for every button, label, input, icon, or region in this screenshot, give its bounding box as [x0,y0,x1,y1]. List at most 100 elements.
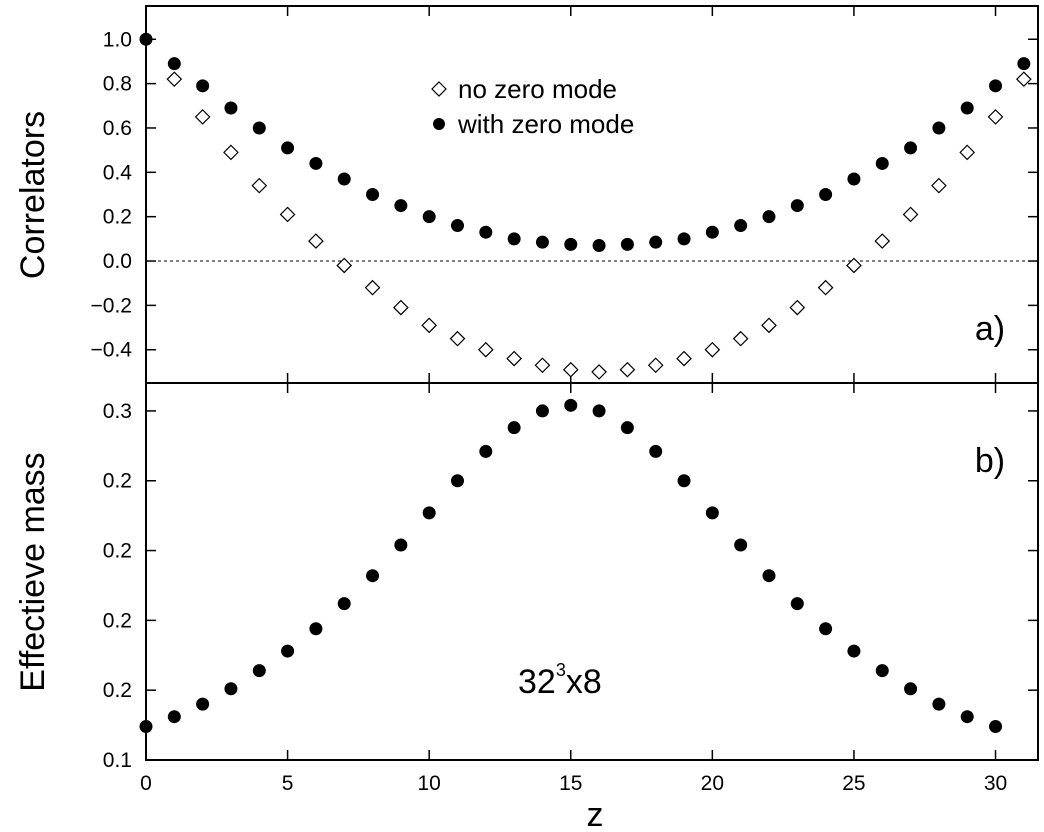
data-point-effective-mass [677,474,691,488]
data-point-with-zero-mode [1017,57,1031,71]
data-point-effective-mass [649,444,663,458]
data-point-no-zero-mode [364,279,381,296]
data-point-no-zero-mode [393,299,409,316]
data-point-effective-mass [564,398,578,412]
data-point-with-zero-mode [252,121,266,135]
y-tick-label-b: 0.2 [103,609,132,632]
data-point-no-zero-mode [789,299,806,316]
data-point-with-zero-mode [309,156,323,170]
y-axis-title-effective-mass: Effectieve mass [14,452,52,691]
y-tick-label-a: 0.6 [103,117,132,140]
data-point-with-zero-mode [932,121,946,135]
data-point-effective-mass [281,644,295,658]
data-point-no-zero-mode [761,317,777,334]
legend-marker-no-zero-mode [431,81,447,97]
data-point-with-zero-mode [734,219,748,233]
data-point-effective-mass [196,697,210,711]
data-point-no-zero-mode [166,71,183,88]
x-tick-label: 0 [140,772,152,795]
data-point-no-zero-mode [732,330,749,347]
data-point-no-zero-mode [987,109,1004,125]
y-tick-label-a: −0.2 [91,294,132,317]
data-point-effective-mass [904,682,918,696]
data-point-no-zero-mode [534,357,551,374]
data-point-with-zero-mode [196,79,210,93]
data-point-with-zero-mode [847,172,861,186]
x-tick-label: 20 [701,772,724,795]
data-point-effective-mass [819,622,833,636]
data-point-with-zero-mode [705,225,719,239]
x-tick-label: 5 [282,772,294,795]
data-point-no-zero-mode [619,361,636,378]
data-point-with-zero-mode [422,210,436,224]
panel-label-b: b) [975,442,1005,480]
data-point-effective-mass [535,404,549,418]
data-point-no-zero-mode [308,233,324,249]
y-tick-label-a: −0.4 [91,339,133,362]
y-tick-label-a: 0.0 [103,250,132,273]
data-point-no-zero-mode [251,177,268,194]
panel-label-a: a) [975,310,1005,348]
data-point-with-zero-mode [479,225,493,239]
data-point-with-zero-mode [139,32,153,46]
data-point-no-zero-mode [194,109,211,125]
data-point-effective-mass [422,506,436,520]
data-point-effective-mass [167,710,181,724]
panel-a-frame [145,5,1039,384]
data-point-with-zero-mode [281,141,295,155]
data-point-no-zero-mode [846,257,862,274]
data-point-with-zero-mode [904,141,918,155]
data-point-effective-mass [875,664,889,678]
data-point-effective-mass [705,506,719,520]
data-point-with-zero-mode [167,57,181,71]
y-axis-title-correlators: Correlators [14,111,52,279]
data-point-effective-mass [479,444,493,458]
lattice-size-annotation: 323x8 [518,660,602,701]
data-point-with-zero-mode [677,232,691,246]
y-tick-label-b: 0.3 [103,400,132,423]
x-tick-label: 25 [842,772,865,795]
x-tick-label: 30 [984,772,1007,795]
data-point-with-zero-mode [366,188,380,201]
data-point-with-zero-mode [450,219,464,233]
data-point-with-zero-mode [989,79,1003,93]
data-point-no-zero-mode [817,279,834,296]
data-point-no-zero-mode [562,361,579,378]
data-point-no-zero-mode [1015,71,1032,88]
data-point-effective-mass [762,569,776,583]
data-point-no-zero-mode [506,350,522,367]
data-point-no-zero-mode [959,144,976,161]
data-point-no-zero-mode [477,341,494,358]
legend: no zero mode with zero mode [431,74,634,139]
lattice-superscript: 3 [556,660,566,680]
panel-b-plot: 0.1 0.2 0.2 0.2 0.2 0.3 0 5 10 15 20 25 30 [103,383,1038,795]
data-point-no-zero-mode [647,357,664,374]
data-point-effective-mass [932,697,946,711]
data-point-effective-mass [337,597,351,611]
data-point-with-zero-mode [394,199,408,213]
data-point-with-zero-mode [535,235,549,249]
y-tick-label-a: 0.4 [103,161,133,184]
data-point-effective-mass [450,474,464,488]
data-point-with-zero-mode [875,156,889,170]
y-tick-label-a: 0.2 [103,206,132,229]
data-point-with-zero-mode [564,237,578,251]
data-point-no-zero-mode [874,233,891,249]
data-point-effective-mass [847,644,861,658]
data-point-with-zero-mode [649,235,663,249]
lattice-base: 32 [518,663,556,701]
data-point-with-zero-mode [337,172,351,186]
data-point-no-zero-mode [223,144,239,161]
data-point-effective-mass [366,569,380,583]
legend-label-with-zero-mode: with zero mode [457,109,634,139]
y-tick-label-b: 0.1 [103,749,132,772]
data-point-no-zero-mode [421,317,438,334]
data-point-effective-mass [224,682,238,696]
x-axis-title: z [587,796,604,832]
data-point-with-zero-mode [620,237,634,251]
data-point-effective-mass [309,622,323,636]
data-point-effective-mass [252,664,266,678]
data-point-effective-mass [790,597,804,611]
data-point-with-zero-mode [819,188,833,201]
